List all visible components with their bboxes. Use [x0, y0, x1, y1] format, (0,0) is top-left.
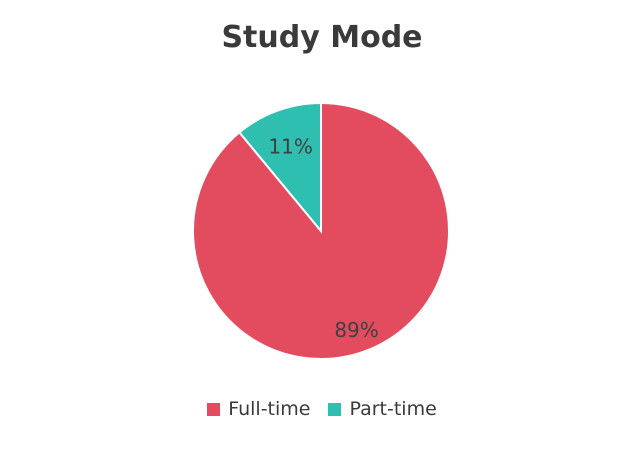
legend-label-full-time: Full-time: [228, 398, 311, 420]
legend-swatch-full-time: [207, 402, 221, 416]
pie-slice-part-time: [238, 101, 322, 234]
data-label-full-time: 89%: [334, 318, 378, 342]
data-label-part-time: 11%: [268, 135, 312, 159]
chart-legend: Full-time Part-time: [0, 398, 644, 420]
legend-swatch-part-time: [328, 402, 342, 416]
chart-title: Study Mode: [221, 20, 423, 55]
legend-item-part-time: Part-time: [328, 398, 437, 420]
legend-label-part-time: Part-time: [349, 398, 437, 420]
legend-item-full-time: Full-time: [207, 398, 310, 420]
